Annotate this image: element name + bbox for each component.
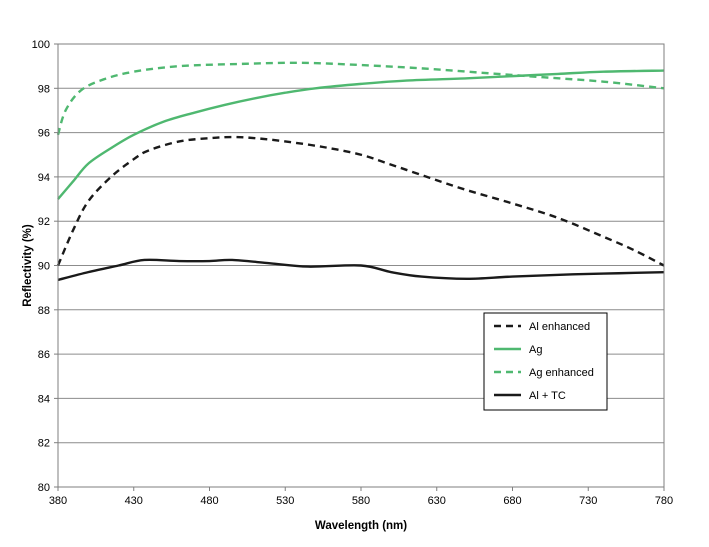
y-tick-label: 100 [32,39,50,51]
x-tick-label: 380 [49,495,67,507]
y-tick-label: 88 [38,305,50,317]
axis-ticks: 80 82 84 86 88 90 92 94 96 98 100 380 430 480 530 580 63… [32,39,674,507]
x-tick-label: 480 [200,495,218,507]
x-axis-title: Wavelength (nm) [315,520,407,532]
y-tick-label: 80 [38,482,50,494]
legend-label-al-enhanced: Al enhanced [529,321,590,333]
y-tick-label: 98 [38,83,50,95]
x-tick-label: 680 [503,495,521,507]
series-line-al-enhanced [56,135,665,267]
legend-label-ag-enhanced: Ag enhanced [529,367,594,379]
y-tick-label: 84 [38,393,50,405]
y-tick-label: 86 [38,349,50,361]
series-line-al-tc [57,258,665,282]
legend-label-al-tc: Al + TC [529,390,566,402]
y-axis-title: Reflectivity (%) [22,224,34,307]
series-line-ag-enhanced [56,61,665,136]
x-tick-label: 430 [125,495,143,507]
x-tick-label: 730 [579,495,597,507]
x-tick-label: 630 [428,495,446,507]
y-tick-label: 92 [38,216,50,228]
y-tick-label: 94 [38,172,50,184]
x-tick-label: 530 [276,495,294,507]
x-tick-label: 780 [655,495,673,507]
series-line-ag [57,69,665,200]
data-series [56,61,665,282]
legend-label-ag: Ag [529,344,542,356]
x-tick-label: 580 [352,495,370,507]
gridlines [58,87,664,444]
y-tick-label: 90 [38,261,50,273]
y-tick-label: 96 [38,128,50,140]
y-tick-label: 82 [38,438,50,450]
legend: Al enhanced Ag Ag enhanced Al + TC [483,312,608,411]
